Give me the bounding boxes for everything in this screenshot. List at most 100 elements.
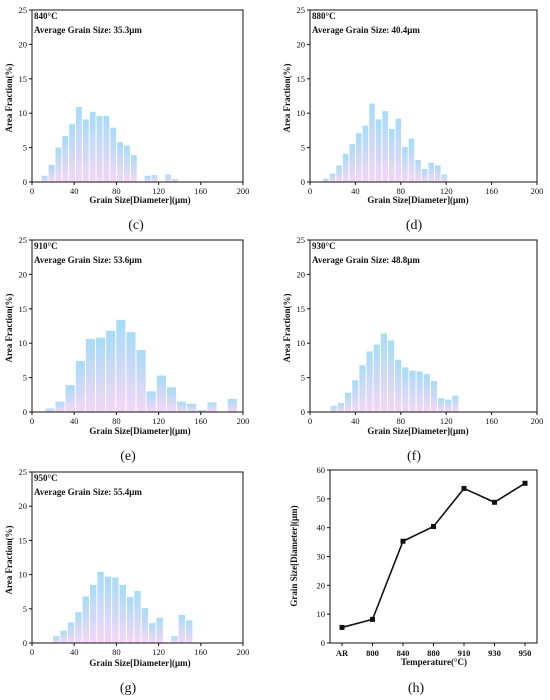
panel-title-temperature: 880°C (312, 11, 336, 21)
y-tick-label: 0 (23, 638, 27, 648)
histogram-bar (207, 402, 217, 412)
histogram-bar (452, 395, 459, 412)
histogram-bar (65, 385, 75, 412)
y-tick-label: 60 (317, 465, 326, 475)
panel-title-average-grain-size: Average Grain Size: 53.6μm (34, 255, 142, 265)
histogram-bar (359, 365, 366, 412)
x-tick-label: 120 (152, 416, 165, 426)
histogram-bar (146, 391, 156, 412)
x-tick-label: 80 (112, 416, 121, 426)
plot-frame (309, 9, 538, 183)
histogram-bar (330, 405, 337, 412)
histogram-bar (356, 133, 362, 182)
y-axis-label: Area Fraction(%) (4, 293, 14, 362)
y-tick-label: 50 (317, 494, 326, 504)
y-tick-label: 15 (19, 304, 28, 314)
data-point-marker (461, 485, 467, 491)
histogram-bar (387, 340, 395, 412)
histogram-bar (85, 339, 96, 412)
x-tick-label: 930 (488, 648, 501, 658)
y-tick-label: 20 (19, 501, 28, 511)
histogram-bar (76, 107, 82, 182)
panel-f: 0 40 80 120 160 200 0 5 10 15 20 25 930°C Average G… (282, 235, 543, 464)
histogram-bar (380, 333, 387, 412)
y-tick-label: 25 (19, 467, 28, 477)
x-tick-label: 120 (152, 186, 165, 196)
plot-frame (31, 471, 244, 644)
histogram-bar (89, 111, 96, 182)
data-point-marker (339, 624, 345, 630)
histogram-bar (395, 118, 402, 182)
histogram-bar (110, 127, 117, 182)
x-tick-label: 200 (531, 186, 544, 196)
histogram-bar (90, 584, 97, 643)
histogram-bar (428, 162, 435, 182)
x-tick-label: 880 (427, 648, 440, 658)
y-axis-label: Grain Size[Diameter](μm) (289, 505, 299, 606)
histogram-bar (336, 165, 342, 182)
y-tick-label: 10 (317, 609, 326, 619)
histogram-bar (41, 175, 48, 182)
panel-caption: (g) (120, 681, 137, 696)
histogram-bar (112, 577, 119, 643)
histogram-bar (423, 374, 430, 412)
x-tick-label: 120 (440, 416, 453, 426)
histogram-bar (227, 398, 237, 412)
y-tick-label: 25 (19, 5, 28, 15)
histogram-bar (106, 330, 116, 412)
y-tick-label: 15 (297, 74, 306, 84)
x-tick-label: 200 (237, 647, 250, 657)
x-tick-label: 160 (194, 416, 207, 426)
histogram-bar (97, 571, 104, 643)
x-tick-label: 160 (485, 186, 498, 196)
panel-caption: (h) (408, 681, 425, 696)
x-tick-label: 80 (397, 416, 406, 426)
x-tick-label: 80 (112, 186, 121, 196)
plot-frame (31, 9, 244, 183)
x-tick-label: 40 (351, 186, 360, 196)
y-axis-label: Area Fraction(%) (282, 293, 292, 362)
data-point-marker (370, 616, 375, 622)
y-tick-label: 0 (301, 407, 305, 417)
y-tick-label: 40 (317, 523, 326, 533)
histogram-bar (134, 591, 141, 643)
x-tick-label: 120 (152, 647, 165, 657)
plot-frame (309, 239, 538, 413)
y-tick-label: 10 (19, 338, 28, 348)
histogram-bar (172, 179, 178, 182)
histogram-bar (103, 115, 110, 182)
panel-g: 0 40 80 120 160 200 0 5 10 15 20 25 950°C Average G… (4, 467, 249, 696)
histogram-bar (48, 164, 55, 182)
y-axis-label: Area Fraction(%) (282, 63, 292, 132)
histogram-bar (62, 135, 69, 182)
histogram-bar (75, 612, 82, 643)
x-tick-label: 950 (519, 648, 532, 658)
histogram-bar (382, 111, 388, 182)
histogram-bar (117, 142, 124, 182)
histogram-bar (116, 319, 126, 412)
x-tick-label: 40 (70, 416, 79, 426)
x-axis-label: Grain Size[Diameter](μm) (367, 195, 468, 205)
data-point-marker (492, 499, 497, 505)
histogram-bar (186, 620, 193, 643)
panel-caption: (f) (407, 449, 421, 464)
y-tick-label: 20 (297, 269, 306, 279)
histogram-bar (165, 174, 172, 182)
y-tick-label: 0 (301, 177, 305, 187)
x-axis-label: Grain Size[Diameter](μm) (89, 658, 190, 668)
x-tick-label: 40 (70, 647, 79, 657)
y-tick-label: 0 (23, 177, 27, 187)
histogram-bar (187, 403, 197, 412)
panel-d: 0 40 80 120 160 200 0 5 10 15 20 25 880°C Average G… (282, 5, 543, 233)
x-tick-label: 200 (237, 186, 250, 196)
histogram-bar (144, 175, 151, 182)
histogram-bar (55, 401, 65, 412)
y-tick-label: 0 (321, 638, 325, 648)
y-tick-label: 20 (317, 580, 326, 590)
histogram-bar (345, 392, 352, 412)
histogram-bar (156, 617, 163, 643)
histogram-bar (402, 367, 409, 412)
histogram-bar (119, 584, 126, 643)
histogram-bar (67, 622, 75, 643)
histogram-bar (445, 399, 452, 412)
